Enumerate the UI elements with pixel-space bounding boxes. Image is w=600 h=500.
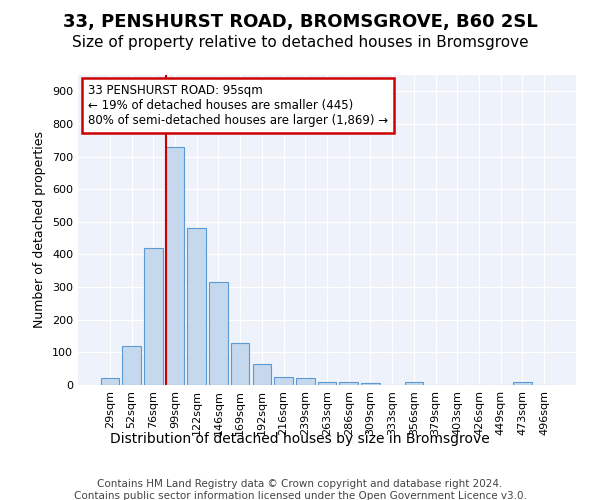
Bar: [404, 382, 423, 385]
Text: 33, PENSHURST ROAD, BROMSGROVE, B60 2SL: 33, PENSHURST ROAD, BROMSGROVE, B60 2SL: [62, 12, 538, 30]
Bar: [209, 282, 227, 385]
Bar: [513, 382, 532, 385]
Bar: [166, 147, 184, 385]
Text: Contains HM Land Registry data © Crown copyright and database right 2024.: Contains HM Land Registry data © Crown c…: [97, 479, 503, 489]
Text: 33 PENSHURST ROAD: 95sqm
← 19% of detached houses are smaller (445)
80% of semi-: 33 PENSHURST ROAD: 95sqm ← 19% of detach…: [88, 84, 388, 128]
Text: Distribution of detached houses by size in Bromsgrove: Distribution of detached houses by size …: [110, 432, 490, 446]
Text: Contains public sector information licensed under the Open Government Licence v3: Contains public sector information licen…: [74, 491, 526, 500]
Bar: [187, 228, 206, 385]
Bar: [231, 342, 250, 385]
Bar: [122, 346, 141, 385]
Bar: [274, 377, 293, 385]
Bar: [101, 378, 119, 385]
Bar: [296, 378, 314, 385]
Bar: [144, 248, 163, 385]
Bar: [318, 382, 336, 385]
Bar: [253, 364, 271, 385]
Bar: [340, 382, 358, 385]
Text: Size of property relative to detached houses in Bromsgrove: Size of property relative to detached ho…: [71, 35, 529, 50]
Y-axis label: Number of detached properties: Number of detached properties: [34, 132, 46, 328]
Bar: [361, 384, 380, 385]
